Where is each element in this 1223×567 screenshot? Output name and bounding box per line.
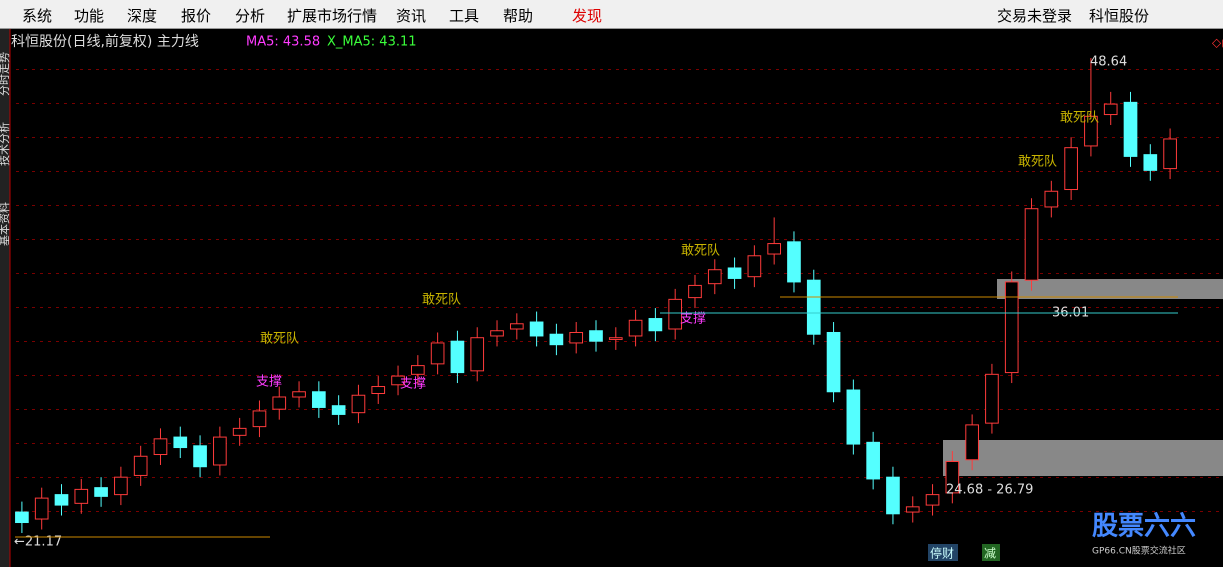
candle-body — [312, 391, 326, 408]
candle-body — [985, 373, 999, 424]
candle-body — [688, 284, 702, 299]
candle-body — [886, 476, 900, 515]
candle-body — [272, 396, 287, 410]
annotation: 支撑 — [256, 375, 282, 390]
candle-body — [114, 476, 128, 496]
candle-body — [529, 321, 544, 337]
candle-body — [549, 333, 564, 346]
side-tab: 分时走势 — [0, 52, 11, 96]
annotation: 敢死队 — [260, 332, 299, 347]
tag: 停财 — [930, 546, 954, 561]
candle-body — [589, 330, 603, 342]
candle-body — [1024, 208, 1039, 281]
candle-body — [668, 298, 683, 330]
candle-body — [925, 494, 940, 506]
candle-body — [1103, 103, 1118, 116]
candle-body — [1064, 147, 1078, 191]
menu-item[interactable]: 功能 — [74, 7, 105, 25]
candle-body — [1004, 281, 1019, 374]
candle-body — [94, 487, 108, 497]
x-ma5: X_MA5: 43.11 — [327, 35, 417, 50]
candle-body — [648, 318, 663, 332]
candle-body — [213, 436, 227, 466]
menu-item[interactable]: 报价 — [181, 7, 212, 25]
menu-item[interactable]: 交易未登录 — [997, 7, 1073, 25]
menu-item[interactable]: 分析 — [235, 7, 266, 25]
candle-body — [34, 497, 49, 520]
candle-body — [391, 375, 405, 386]
candle-body — [826, 331, 841, 393]
candle-body — [509, 323, 524, 330]
tag-box — [928, 544, 958, 561]
candle-body — [292, 391, 306, 398]
candle-body — [747, 255, 762, 278]
menu-item[interactable]: 扩展市场行情 — [287, 7, 378, 25]
candle-body — [727, 267, 742, 279]
menu-item[interactable]: 工具 — [449, 7, 480, 25]
candle-body — [173, 436, 188, 449]
candle-body — [1143, 154, 1158, 171]
side-tab: 技术分析 — [0, 122, 11, 166]
candle-body — [787, 241, 801, 283]
annotation: 敢死队 — [681, 244, 720, 259]
candle-body — [331, 405, 346, 415]
chart-title: 科恒股份(日线,前复权) 主力线 — [11, 33, 199, 50]
annotation: ←21.17 — [14, 535, 62, 550]
menu-item[interactable]: 深度 — [127, 7, 158, 25]
logo-sub: GP66.CN股票交流社区 — [1092, 545, 1186, 557]
annotation: 敢死队 — [1018, 155, 1057, 170]
annotation: 支撑 — [400, 377, 426, 392]
candle-body — [806, 279, 821, 335]
candle-body — [1123, 101, 1138, 157]
candle-body — [905, 506, 920, 513]
menu-item[interactable]: 系统 — [22, 7, 53, 25]
candle-body — [866, 441, 880, 480]
candle-body — [232, 427, 247, 436]
annotation: 敢死队 — [422, 293, 461, 308]
icon: ◇▢ — [1212, 36, 1223, 50]
menu-item[interactable]: 科恒股份 — [1089, 7, 1150, 25]
annotation: 支撑 — [680, 312, 706, 327]
candle-body — [1044, 190, 1059, 208]
candle-body — [371, 386, 386, 395]
candle-body — [430, 342, 445, 365]
candle-body — [608, 337, 623, 340]
annotation: 24.68 - 26.79 — [946, 483, 1033, 498]
candle-body — [15, 511, 29, 524]
candle-body — [1084, 115, 1098, 147]
candle-body — [569, 331, 584, 344]
candle-body — [965, 424, 979, 461]
candle-body — [252, 410, 267, 428]
chart: 科恒股份(日线,前复权) 主力线 MA5: 43.58 X_MA5: 43.11… — [0, 29, 1223, 567]
candle-body — [490, 330, 504, 337]
candle-body — [767, 243, 782, 255]
tag-box — [982, 544, 1000, 561]
candle-body — [74, 488, 89, 504]
candle-body — [470, 337, 485, 372]
annotation: 敢死队 — [1060, 111, 1099, 126]
candle-body — [945, 460, 960, 494]
menu-item[interactable]: 发现 — [572, 7, 603, 25]
candle-body — [707, 269, 722, 285]
menu-bar: 系统 功能 深度 报价 分析 扩展市场行情 资讯 工具 帮助 发现 交易未登录 科恒股份 — [0, 0, 1223, 29]
side-tab: 基本资料 — [0, 202, 11, 246]
candle-body — [133, 455, 148, 476]
candle-body — [846, 389, 861, 445]
candle-body — [351, 394, 366, 414]
candle-body — [450, 340, 465, 374]
annotation: 48.64 — [1090, 55, 1127, 70]
candle-body — [628, 319, 643, 337]
candle-body — [193, 445, 207, 468]
menu-item[interactable]: 帮助 — [503, 7, 534, 25]
candle-body — [410, 365, 425, 375]
menu-item[interactable]: 资讯 — [396, 7, 427, 25]
logo: 股票六六 — [1092, 512, 1196, 542]
ma5: MA5: 43.58 — [246, 35, 320, 50]
candle-body — [153, 438, 168, 456]
candle-body — [1163, 138, 1177, 170]
tag: 减 — [984, 547, 996, 561]
candle-body — [54, 494, 69, 506]
